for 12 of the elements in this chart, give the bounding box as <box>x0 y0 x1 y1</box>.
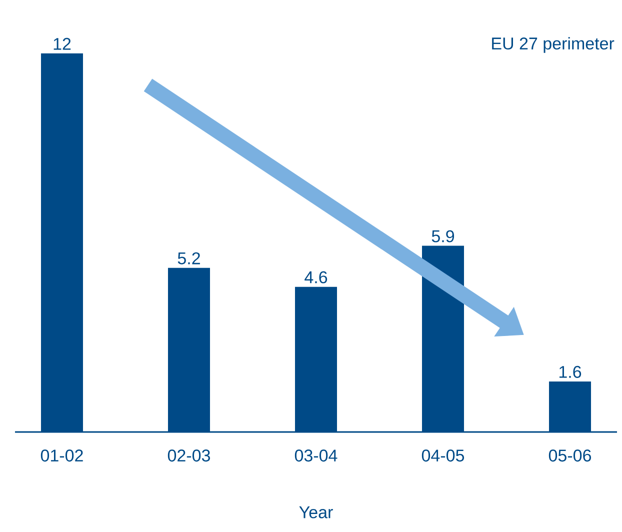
x-tick-label: 05-06 <box>548 450 591 462</box>
x-tick-label: 02-03 <box>168 450 210 462</box>
data-label: 5.2 <box>178 252 200 264</box>
text: EU 27 perimeter <box>492 37 614 53</box>
x-axis-title: Year <box>299 506 333 518</box>
data-label: 1.6 <box>559 366 582 378</box>
x-tick-label: 01-02 <box>40 450 83 462</box>
data-label: 4.6 <box>304 271 328 284</box>
x-tick-label: 04-05 <box>422 450 464 462</box>
data-label: 12 <box>54 38 71 50</box>
data-label: 5.9 <box>432 230 454 242</box>
x-tick-label: 03-04 <box>294 450 338 462</box>
